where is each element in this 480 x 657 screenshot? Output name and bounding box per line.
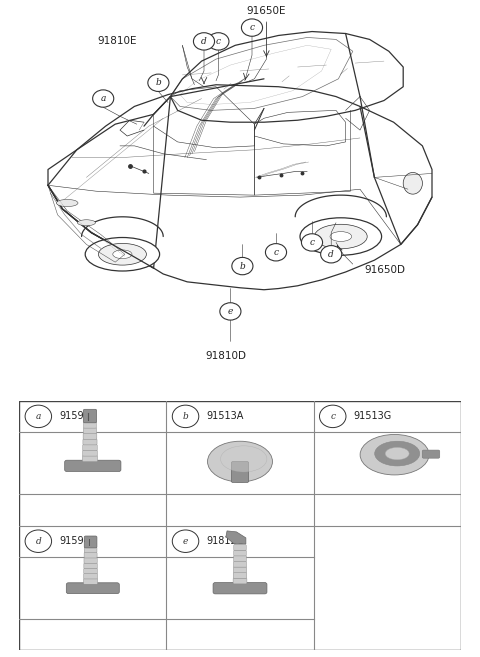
FancyBboxPatch shape: [82, 456, 97, 462]
Text: 91513A: 91513A: [206, 411, 243, 421]
Ellipse shape: [375, 442, 420, 466]
Text: b: b: [240, 261, 245, 271]
FancyBboxPatch shape: [233, 561, 247, 567]
FancyBboxPatch shape: [234, 550, 246, 556]
FancyBboxPatch shape: [84, 563, 97, 568]
Text: c: c: [330, 412, 335, 421]
Text: c: c: [250, 23, 254, 32]
Text: 91810D: 91810D: [205, 351, 246, 361]
Circle shape: [93, 90, 114, 107]
Text: b: b: [156, 78, 161, 87]
Ellipse shape: [220, 446, 267, 472]
Circle shape: [208, 33, 229, 50]
Text: e: e: [228, 307, 233, 316]
Ellipse shape: [300, 218, 382, 255]
FancyBboxPatch shape: [84, 579, 98, 584]
Ellipse shape: [85, 238, 159, 271]
FancyBboxPatch shape: [84, 558, 97, 563]
Ellipse shape: [314, 224, 367, 249]
FancyBboxPatch shape: [83, 439, 97, 445]
Text: 91591E: 91591E: [59, 411, 96, 421]
Text: e: e: [183, 537, 188, 546]
FancyBboxPatch shape: [65, 460, 121, 472]
Ellipse shape: [113, 250, 132, 259]
FancyBboxPatch shape: [84, 553, 97, 558]
Circle shape: [148, 74, 169, 91]
Ellipse shape: [207, 442, 273, 482]
FancyBboxPatch shape: [233, 567, 247, 573]
Circle shape: [321, 246, 342, 263]
Text: d: d: [328, 250, 334, 259]
Text: 91650E: 91650E: [247, 6, 286, 16]
Circle shape: [320, 405, 346, 428]
Polygon shape: [226, 531, 246, 544]
Ellipse shape: [330, 232, 351, 242]
Ellipse shape: [56, 200, 78, 206]
Circle shape: [25, 405, 51, 428]
FancyBboxPatch shape: [233, 578, 247, 584]
Ellipse shape: [385, 447, 409, 460]
Text: a: a: [100, 94, 106, 103]
Text: 91810E: 91810E: [97, 36, 137, 47]
Text: c: c: [274, 248, 278, 257]
FancyBboxPatch shape: [233, 572, 247, 578]
Text: 91650D: 91650D: [365, 265, 406, 275]
Circle shape: [25, 530, 51, 553]
Circle shape: [301, 234, 323, 251]
FancyBboxPatch shape: [83, 434, 97, 440]
FancyBboxPatch shape: [84, 422, 96, 428]
Text: 91594A: 91594A: [59, 536, 96, 546]
Circle shape: [241, 19, 263, 36]
Text: c: c: [216, 37, 221, 46]
FancyBboxPatch shape: [66, 583, 120, 594]
Ellipse shape: [77, 219, 96, 226]
Text: 91812C: 91812C: [206, 536, 244, 546]
Circle shape: [172, 530, 199, 553]
Text: d: d: [36, 537, 41, 546]
Circle shape: [232, 258, 253, 275]
Ellipse shape: [360, 434, 429, 475]
FancyBboxPatch shape: [234, 556, 246, 562]
FancyBboxPatch shape: [83, 450, 97, 456]
Circle shape: [265, 244, 287, 261]
FancyBboxPatch shape: [84, 536, 97, 548]
FancyBboxPatch shape: [422, 450, 440, 458]
Ellipse shape: [98, 244, 146, 265]
FancyBboxPatch shape: [84, 409, 96, 423]
Ellipse shape: [403, 172, 422, 194]
FancyBboxPatch shape: [234, 545, 246, 551]
FancyBboxPatch shape: [84, 547, 97, 553]
Text: 91513G: 91513G: [353, 411, 392, 421]
Circle shape: [220, 303, 241, 320]
FancyBboxPatch shape: [231, 462, 249, 482]
Text: c: c: [310, 238, 314, 247]
FancyBboxPatch shape: [83, 445, 97, 451]
Text: b: b: [183, 412, 189, 421]
FancyBboxPatch shape: [213, 583, 267, 594]
FancyBboxPatch shape: [84, 428, 96, 434]
FancyBboxPatch shape: [84, 568, 97, 574]
Circle shape: [193, 33, 215, 50]
FancyBboxPatch shape: [84, 574, 97, 579]
Text: d: d: [201, 37, 207, 46]
Text: a: a: [36, 412, 41, 421]
Circle shape: [172, 405, 199, 428]
